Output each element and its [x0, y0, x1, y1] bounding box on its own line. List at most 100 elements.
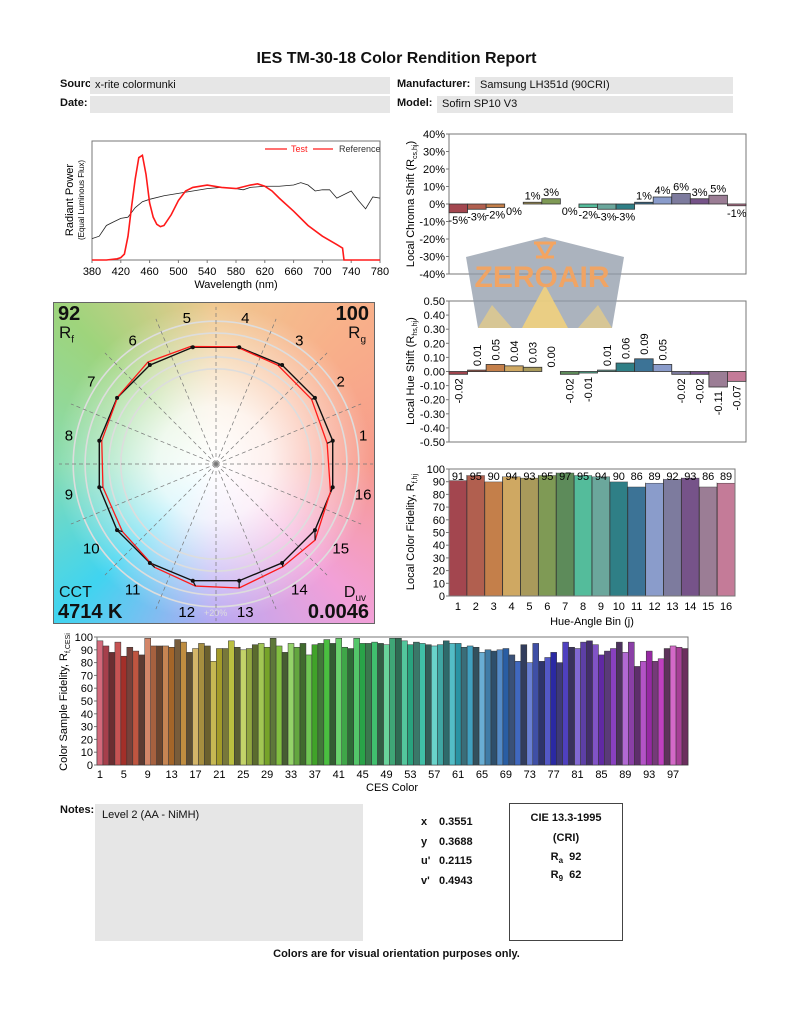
y-axis-label-sub: cs,hj	[412, 144, 419, 159]
bar	[508, 654, 516, 766]
y-axis-label-end: )	[405, 317, 417, 321]
chromaticity-label: y	[421, 835, 428, 848]
rf-label-sub: f	[71, 334, 75, 346]
bar-label-bg	[645, 469, 664, 483]
bar-label-bg	[574, 469, 592, 476]
bar	[580, 641, 587, 766]
bar	[281, 652, 289, 766]
date-label: Date:	[60, 97, 88, 109]
bar	[329, 643, 337, 766]
reference-point	[147, 560, 152, 565]
y-tick-label: -40%	[419, 269, 445, 281]
y-axis-label: Local Chroma Shift (Rcs,hj)	[405, 141, 419, 267]
y-axis-label-sub: f,CESi	[65, 633, 72, 653]
bar	[120, 655, 128, 766]
bar	[299, 643, 307, 766]
bar-value-label: -0.02	[565, 378, 577, 403]
x-tick-label: 500	[169, 266, 187, 278]
bar	[544, 657, 551, 766]
bar	[681, 648, 689, 766]
reference-point	[190, 578, 195, 583]
x-tick-label: 620	[256, 266, 274, 278]
rf-value: 92	[58, 303, 81, 325]
bar-value-label: -0.07	[732, 385, 744, 410]
x-tick-label: 16	[720, 601, 732, 613]
bar	[616, 641, 623, 766]
bar	[574, 648, 581, 766]
bin-divider	[70, 403, 217, 465]
source-field: x-rite colormunki	[90, 77, 390, 94]
bar	[520, 644, 528, 766]
bin-divider	[215, 463, 277, 610]
bar	[442, 640, 450, 766]
bar	[198, 643, 205, 766]
bin-divider	[215, 352, 328, 465]
x-tick-label: 61	[452, 769, 464, 781]
bar-value-label: 90	[488, 471, 500, 483]
bar	[532, 643, 540, 766]
bar	[305, 654, 313, 766]
chromaticity-value: 0.3688	[439, 835, 473, 848]
bin-number-label: 2	[337, 374, 345, 391]
x-tick-label: 53	[404, 769, 416, 781]
reference-point	[115, 528, 120, 533]
y-tick-label: 0.30	[424, 324, 445, 336]
y-tick-label: 0.50	[424, 296, 445, 308]
x-tick-label: 380	[83, 266, 101, 278]
y-tick-label: -0.40	[420, 423, 445, 435]
bar	[150, 645, 157, 766]
y-tick-label: 10%	[423, 182, 445, 194]
cie-cri-box: CIE 13.3-1995 (CRI) Ra 92 R9 62	[509, 803, 623, 941]
rg-label-text: R	[348, 323, 361, 342]
y-tick-label: 90	[81, 645, 93, 657]
bar	[138, 654, 146, 766]
bar	[652, 364, 673, 372]
reference-point	[237, 345, 242, 350]
bar-value-label: 0%	[562, 206, 578, 218]
r9-label: R	[550, 869, 559, 882]
bin-number-label: 15	[332, 540, 349, 557]
y-tick-label: 20%	[423, 164, 445, 176]
bin-number-label: 3	[295, 332, 303, 349]
bar	[204, 645, 211, 766]
y-axis-label-text: Color Sample Fidelity, R	[58, 653, 70, 771]
bar	[578, 371, 598, 374]
y-axis-label-end: )	[405, 141, 417, 145]
bar	[216, 648, 223, 766]
chromaticity-row: u' 0.2115	[421, 855, 501, 875]
bar	[210, 661, 217, 766]
bar-value-label: 1%	[525, 190, 541, 202]
bar	[550, 652, 557, 766]
rg-label-sub: g	[360, 334, 366, 346]
svg-text:ZEROAIR: ZEROAIR	[475, 261, 610, 294]
bar	[562, 641, 569, 766]
bar	[716, 482, 736, 597]
bar-value-label: 94	[595, 471, 607, 483]
bin-divider	[215, 463, 328, 576]
chromaticity-value: 0.3551	[439, 816, 473, 828]
y-tick-label: -0.30	[420, 409, 445, 421]
x-tick-label: 5	[526, 601, 532, 613]
model-label: Model:	[397, 97, 433, 109]
series-line-reference	[91, 182, 381, 239]
y-tick-label: 100	[75, 632, 93, 644]
y-tick-label: 80	[81, 658, 93, 670]
x-tick-label: 10	[613, 601, 625, 613]
bar	[192, 648, 199, 766]
bin-number-label: 7	[87, 374, 95, 391]
y-tick-label: -0.50	[420, 437, 445, 449]
x-tick-label: 12	[648, 601, 660, 613]
manufacturer-field: Samsung LH351d (90CRI)	[475, 77, 733, 94]
y-axis-label-sub: f,hj	[412, 473, 419, 483]
bar	[504, 365, 524, 372]
bar	[263, 646, 271, 766]
bar	[448, 480, 468, 597]
bar-value-label: 0.01	[602, 345, 614, 366]
x-tick-label: 25	[237, 769, 249, 781]
bar-value-label: 95	[577, 471, 589, 483]
bar	[578, 203, 598, 208]
bin-divider	[155, 463, 217, 610]
local-fidelity-chart: 0102030405060708090100911952903944935956…	[405, 464, 736, 628]
bar	[401, 640, 408, 766]
bar-value-label: 97	[559, 471, 571, 483]
